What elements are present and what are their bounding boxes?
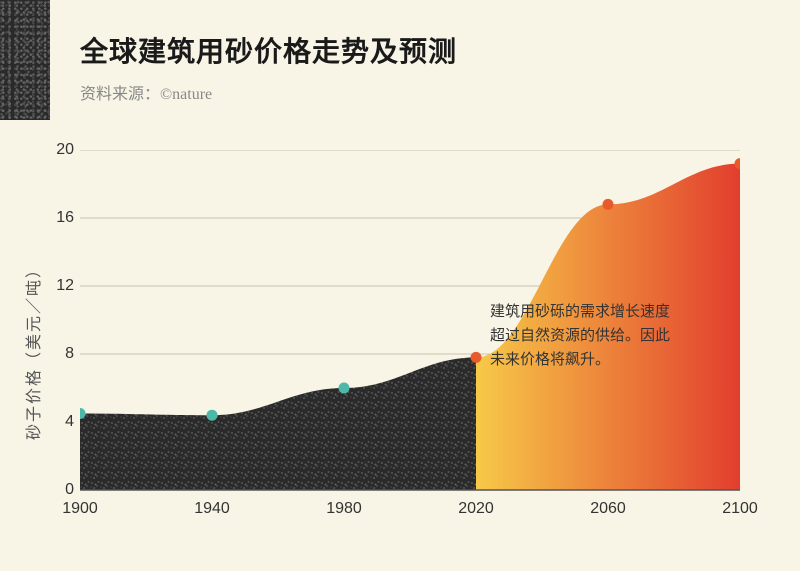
y-tick: 8 — [65, 345, 74, 363]
y-tick: 16 — [56, 209, 74, 227]
x-tick: 1980 — [326, 500, 362, 518]
source-line: 资料来源：©nature — [80, 80, 457, 104]
y-tick: 12 — [56, 277, 74, 295]
y-axis-label: 砂子价格（美元／吨） — [20, 260, 44, 440]
y-tick: 20 — [56, 141, 74, 159]
header: 全球建筑用砂价格走势及预测 资料来源：©nature — [80, 30, 457, 104]
source-prefix: 资料来源： — [80, 86, 160, 103]
page-title: 全球建筑用砂价格走势及预测 — [80, 30, 457, 70]
y-tick: 4 — [65, 413, 74, 431]
x-tick: 2020 — [458, 500, 494, 518]
x-tick: 2100 — [722, 500, 758, 518]
chart-annotation: 建筑用砂砾的需求增长速度超过自然资源的供给。因此未来价格将飙升。 — [490, 300, 670, 372]
sand-texture-decoration — [0, 0, 50, 120]
x-tick: 2060 — [590, 500, 626, 518]
source-text: ©nature — [160, 86, 212, 103]
y-tick: 0 — [65, 481, 74, 499]
x-tick: 1940 — [194, 500, 230, 518]
x-tick: 1900 — [62, 500, 98, 518]
chart-container: 砂子价格（美元／吨） 048121620 1900194019802020206… — [40, 150, 780, 550]
